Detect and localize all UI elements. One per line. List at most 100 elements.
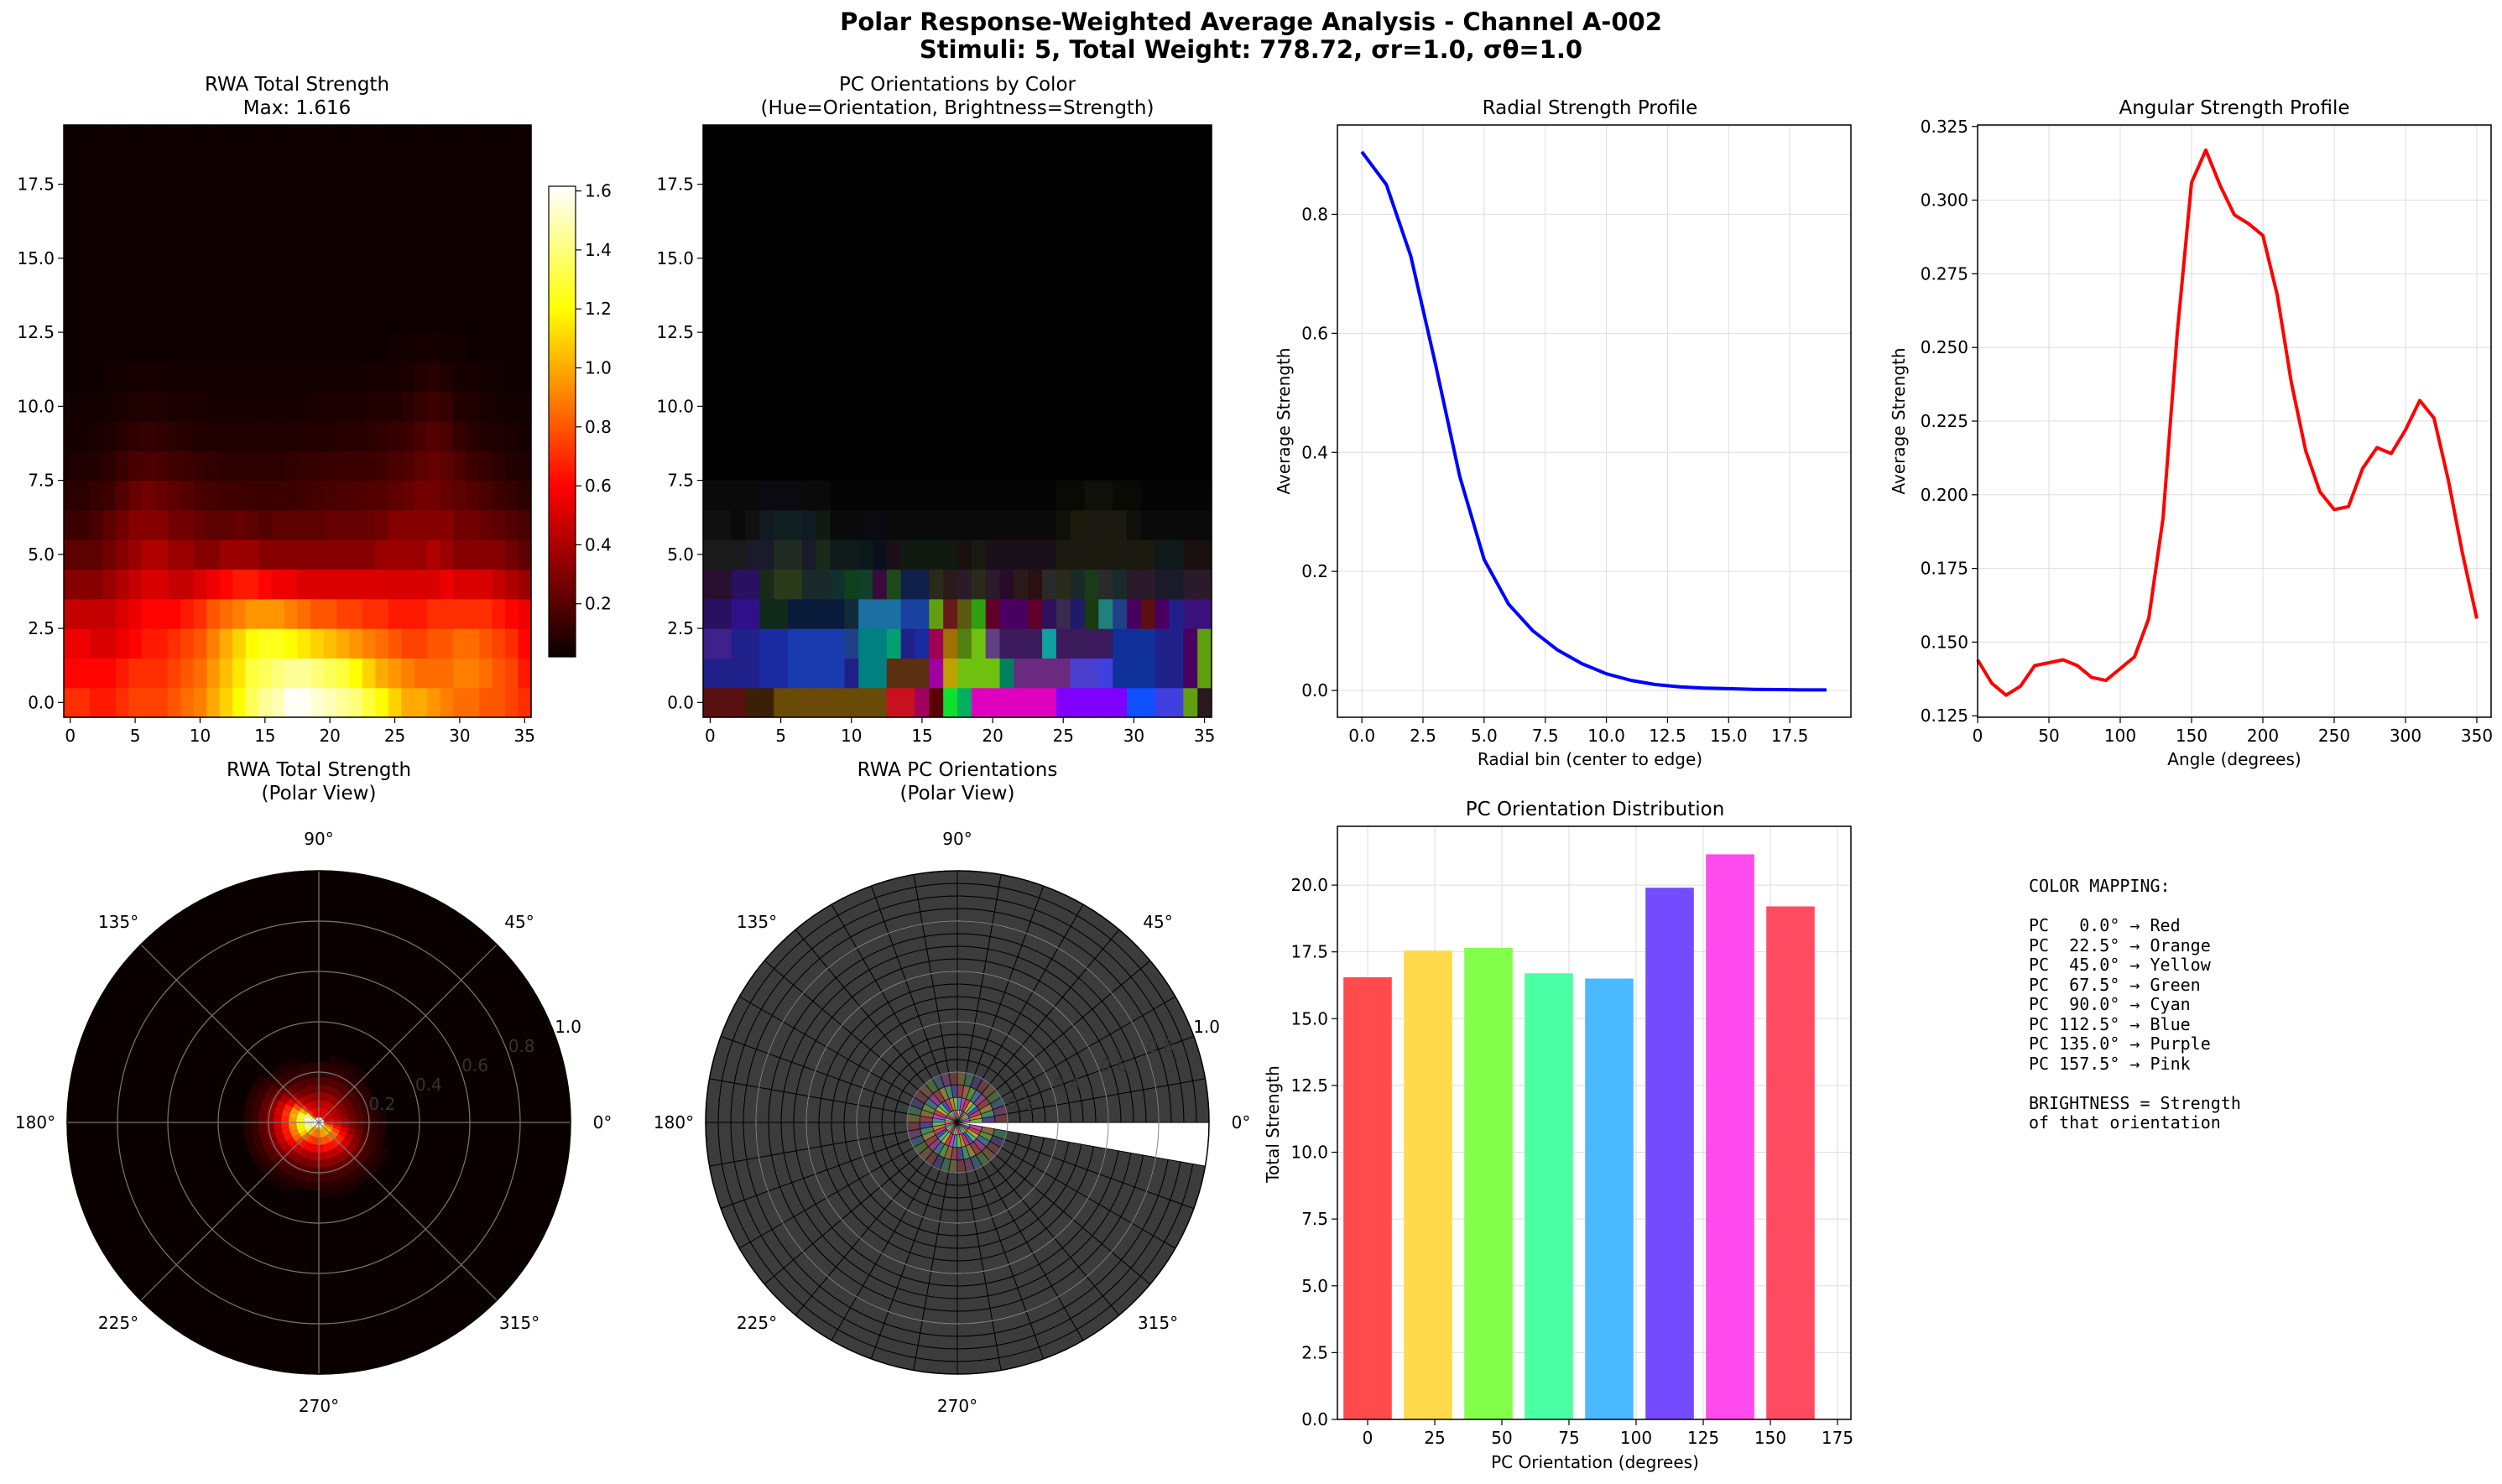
polar-pc-cell [936,1221,958,1237]
polar-cell [324,1112,332,1119]
pc-cell [957,628,972,659]
heatmap-cell [115,421,129,451]
pc-cell [943,509,958,540]
heatmap-cell [466,125,480,155]
polar-cell [326,1094,334,1103]
polar-cell [284,1174,299,1187]
polar-cell [349,1063,363,1076]
heatmap-cell [297,332,311,362]
polar-cell [254,1088,267,1102]
polar-pc-cell [856,1104,872,1123]
heatmap-cell [245,154,259,185]
heatmap-cell [232,450,247,482]
heatmap-cell [284,273,299,304]
polar-cell [348,1122,357,1129]
heatmap-cell [271,539,285,570]
heatmap-cell [427,450,441,482]
heatmap-cell [375,628,389,659]
polar-cell [304,1133,311,1143]
angle-tick-label: 135° [98,912,138,932]
pc-cell [703,509,718,540]
heatmap-cell [414,569,428,600]
heatmap-cell [427,687,441,718]
polar-pc-cell-color [952,1097,957,1111]
pc-cell [1084,628,1099,659]
pc-cell [985,598,1001,629]
heatmap-cell [414,658,428,689]
polar-cell [349,1169,363,1182]
heatmap-cell [115,391,129,422]
heatmap-cell [505,539,519,570]
pc-cell [1183,569,1198,600]
heatmap-cell [76,243,91,274]
pc-cell [873,509,888,540]
heatmap-cell [440,569,454,600]
heatmap-cell [167,362,181,393]
pc-cell [703,658,718,689]
polar-cell [303,1077,313,1087]
polar-pc-cell-color [925,1151,939,1166]
polar-cell [338,1107,347,1115]
heatmap-cell [141,539,155,570]
angular-strength-profile: Angular Strength Profile Angle (degrees)… [1889,97,2493,769]
angle-tick-label: 180° [654,1112,694,1133]
pc-cell [915,480,930,511]
polar-cell [258,1112,267,1122]
polar-pc-cell [956,1196,973,1211]
heatmap-cell [206,243,221,274]
heatmap-cell [141,243,155,274]
polar-pc-cell-color [928,1093,941,1106]
heatmap-cell [219,628,233,659]
polar-cell [352,1174,367,1188]
pc-cell [1042,658,1057,689]
heatmap-cell [453,569,467,600]
heatmap-cell [349,569,363,600]
colorbar-tick-label: 1.2 [585,299,612,319]
y-tick-label: 17.5 [17,174,55,195]
pc-cell [745,539,760,570]
heatmap-cell [167,125,181,155]
heatmap-cell [271,332,285,362]
polar-cell [330,1139,339,1149]
heatmap-cell [193,273,207,304]
polar-pc-cell [956,1034,973,1049]
heatmap-cell [388,243,402,274]
polar-pc-cell-color [970,1141,982,1155]
pc-cell [1169,480,1184,511]
colorbar-tick-label: 0.4 [585,534,612,555]
heatmap-cell [206,362,221,393]
pc-cell [1098,598,1113,629]
y-tick-label: 0.325 [1921,117,1968,137]
heatmap-cell [505,450,519,482]
heatmap-cell [167,213,181,244]
heatmap-cell [518,480,532,511]
heatmap-cell [115,569,129,600]
heatmap-cell [297,362,311,393]
polar-cell [330,1107,339,1115]
polar-pc-cell-color [925,1079,939,1094]
heatmap-cell [232,243,247,274]
heatmap-cell [479,362,493,393]
polar-pc-cell-color [963,1101,974,1113]
heatmap-cell [128,658,143,689]
polar-pc-cell-color [969,1113,983,1121]
polar-strength-view: RWA Total Strength (Polar View) 0°45°90°… [15,759,612,1416]
heatmap-cell [362,628,376,659]
pc-cell [929,687,944,718]
polar-cell [305,1150,314,1160]
heatmap-cell [284,154,299,185]
polar-pc-cell-color [994,1113,1008,1122]
heatmap-cell [180,628,195,659]
heatmap-cell [349,539,363,570]
heatmap-cell [414,480,428,511]
heatmap-cell [89,302,104,333]
polar-cell [364,1140,376,1153]
polar-pc-cell-color [933,1090,945,1104]
y-tick-label: 10.0 [656,396,694,416]
polar-cell [304,1117,312,1122]
y-tick-label: 5.0 [28,544,55,565]
heatmap-cell [349,628,363,659]
heatmap-cell [362,362,376,393]
heatmap-cell [518,539,532,570]
heatmap-cell [167,598,181,629]
